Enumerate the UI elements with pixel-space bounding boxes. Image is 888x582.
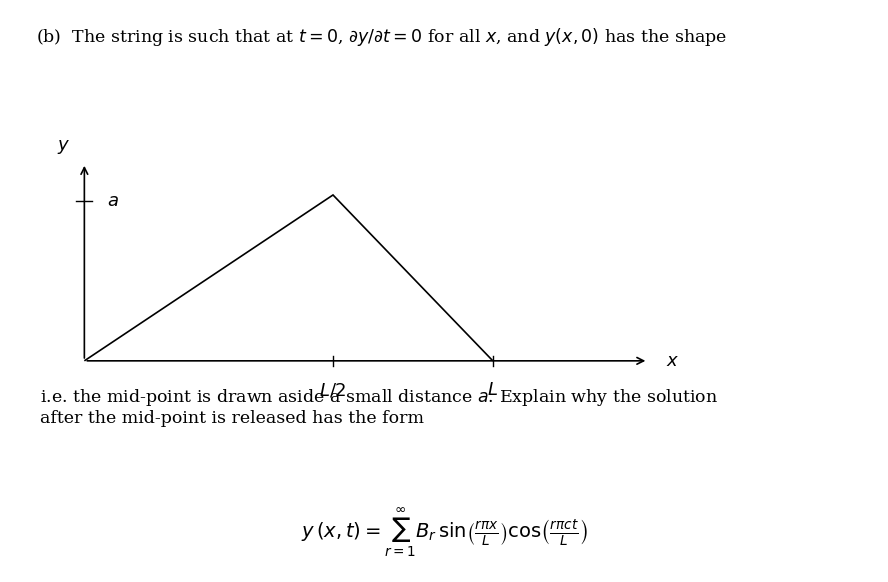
Text: $a$: $a$ — [107, 192, 118, 210]
Text: $L$: $L$ — [488, 381, 498, 399]
Text: (b)  The string is such that at $t = 0$, $\partial y / \partial t = 0$ for all $: (b) The string is such that at $t = 0$, … — [36, 26, 726, 48]
Text: $y\,(x,t)= \sum_{r=1}^{\infty} B_r\, \sin\!\left(\frac{r\pi x}{L}\right)\cos\!\l: $y\,(x,t)= \sum_{r=1}^{\infty} B_r\, \si… — [301, 506, 587, 559]
Text: $L/2$: $L/2$ — [320, 381, 346, 399]
Text: $x$: $x$ — [667, 352, 679, 370]
Text: $y$: $y$ — [58, 138, 70, 156]
Text: after the mid-point is released has the form: after the mid-point is released has the … — [40, 410, 424, 427]
Text: i.e. the mid-point is drawn aside a small distance $a$. Explain why the solution: i.e. the mid-point is drawn aside a smal… — [40, 387, 718, 408]
